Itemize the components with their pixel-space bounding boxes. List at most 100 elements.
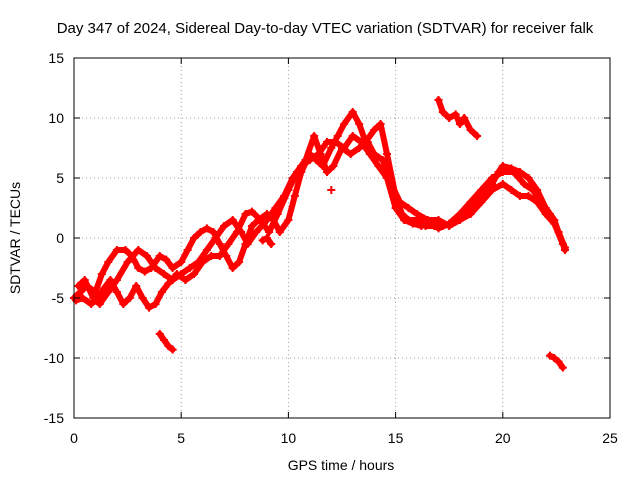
data-point <box>275 228 284 236</box>
data-point <box>104 258 113 266</box>
data-point <box>132 282 141 290</box>
data-point <box>164 342 173 350</box>
data-point <box>112 276 121 284</box>
data-point <box>185 264 194 272</box>
data-point <box>215 252 224 260</box>
x-tick-label: 0 <box>70 430 78 446</box>
data-point <box>112 246 121 254</box>
data-point <box>121 246 130 254</box>
data-point <box>451 110 460 119</box>
data-point <box>97 270 106 278</box>
data-point <box>265 228 274 236</box>
data-point <box>365 150 374 158</box>
data-point <box>537 198 546 206</box>
data-point <box>498 180 507 188</box>
data-point <box>473 132 482 140</box>
data-point <box>314 150 323 158</box>
data-point <box>95 300 104 308</box>
data-point <box>247 207 256 216</box>
data-point <box>134 264 143 272</box>
data-point <box>290 192 299 200</box>
data-point <box>488 186 497 194</box>
data-point <box>438 108 447 116</box>
series-track-line <box>71 109 568 301</box>
data-point <box>160 336 169 344</box>
data-point <box>310 132 319 140</box>
data-point <box>340 144 349 152</box>
data-point <box>190 234 199 242</box>
data-point <box>391 204 400 212</box>
y-axis-label: SDTVAR / TECUs <box>7 182 23 294</box>
data-point <box>220 222 229 230</box>
axis-ticks: 0 5 10 15 20 25 -15 -10 -5 0 5 10 15 <box>44 50 618 446</box>
data-point <box>267 240 276 248</box>
grid <box>74 58 610 418</box>
data-point <box>333 132 342 140</box>
data-point <box>271 204 280 212</box>
data-series <box>70 96 569 372</box>
data-point <box>162 255 171 264</box>
data-point <box>460 114 469 122</box>
data-point <box>262 216 271 224</box>
data-point <box>100 284 109 293</box>
data-point <box>329 162 338 170</box>
data-point <box>515 192 524 200</box>
data-point <box>280 192 289 200</box>
x-axis-label: GPS time / hours <box>288 457 395 473</box>
data-point <box>445 219 454 228</box>
data-point <box>168 264 177 272</box>
data-point <box>164 279 173 288</box>
data-point <box>112 288 121 296</box>
data-point <box>140 267 149 276</box>
data-point <box>560 243 569 252</box>
data-point <box>357 138 366 146</box>
data-point <box>408 219 417 228</box>
data-point <box>327 186 336 194</box>
data-point <box>466 210 475 218</box>
data-point <box>355 120 364 128</box>
data-point <box>87 300 96 308</box>
y-tick-label: 0 <box>56 230 64 246</box>
data-point <box>119 300 128 308</box>
data-point <box>190 270 199 278</box>
data-point <box>177 258 186 266</box>
data-point <box>168 345 177 354</box>
data-point <box>434 224 443 233</box>
data-point <box>224 240 233 248</box>
data-point <box>327 144 336 152</box>
data-point <box>258 236 267 245</box>
data-point <box>80 276 89 284</box>
data-point <box>202 224 211 233</box>
data-point <box>445 114 454 122</box>
data-point <box>168 276 177 284</box>
data-point <box>177 270 186 278</box>
x-tick-label: 20 <box>495 430 511 446</box>
x-tick-label: 15 <box>388 430 404 446</box>
data-point <box>262 234 271 242</box>
data-point <box>194 258 203 266</box>
data-point <box>524 192 533 200</box>
data-point <box>284 216 293 224</box>
y-tick-label: 5 <box>56 170 64 186</box>
data-point <box>322 138 331 146</box>
data-point <box>74 282 83 290</box>
data-point <box>425 219 434 228</box>
data-point <box>488 174 497 182</box>
data-point <box>215 240 224 248</box>
data-point <box>104 288 113 296</box>
series-segment-line <box>156 331 176 353</box>
data-point <box>434 216 443 224</box>
data-point <box>376 120 385 128</box>
data-point <box>196 228 205 236</box>
data-point <box>355 144 364 152</box>
data-point <box>235 258 244 266</box>
data-point <box>138 294 147 302</box>
data-point <box>228 216 237 224</box>
data-point <box>322 168 331 176</box>
y-tick-label: 10 <box>48 110 64 126</box>
data-point <box>346 150 355 158</box>
data-point <box>545 351 554 360</box>
data-point <box>507 186 516 194</box>
data-point <box>558 363 567 372</box>
